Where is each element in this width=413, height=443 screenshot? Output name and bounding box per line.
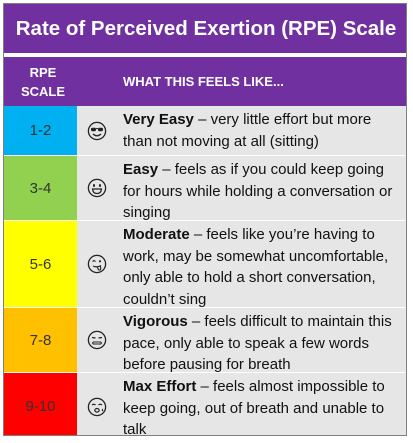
table-row: 5-6 Moderate – feels like you’re having … xyxy=(4,220,407,307)
description-cell: Max Effort – feels almost impossible to … xyxy=(123,376,404,436)
header-scale-label-line-2: SCALE xyxy=(21,82,65,101)
table-header: RPE SCALE WHAT THIS FEELS LIKE... xyxy=(4,57,407,106)
scale-cell: 7-8 xyxy=(4,308,77,372)
description-cell: Moderate – feels like you’re having to w… xyxy=(123,224,404,310)
scale-cell: 1-2 xyxy=(4,106,77,155)
table-row: 1-2 Very Easy – very little effort but m… xyxy=(4,106,407,155)
scale-cell: 9-10 xyxy=(4,373,77,436)
description-cell: Very Easy – very little effort but more … xyxy=(123,109,404,152)
table-row: 9-10 Max Effort – feels almost impossibl… xyxy=(4,372,407,436)
page-title: Rate of Perceived Exertion (RPE) Scale xyxy=(4,4,407,53)
level-name: Easy xyxy=(123,161,158,178)
header-description-label: WHAT THIS FEELS LIKE... xyxy=(123,57,284,106)
level-name: Vigorous xyxy=(123,313,188,330)
description-cell: Easy – feels as if you could keep going … xyxy=(123,159,404,224)
header-scale-label: RPE SCALE xyxy=(4,57,82,106)
scale-cell: 5-6 xyxy=(4,221,77,307)
grinning-face-icon xyxy=(80,156,114,220)
table-row: 3-4 Easy – feels as if you could keep go… xyxy=(4,155,407,220)
level-name: Very Easy xyxy=(123,111,194,128)
level-name: Max Effort xyxy=(123,378,196,395)
table-row: 7-8 Vigorous – feels difficult to mainta… xyxy=(4,307,407,372)
level-description: – feels as if you could keep going for h… xyxy=(123,161,392,221)
description-cell: Vigorous – feels difficult to maintain t… xyxy=(123,311,404,376)
header-scale-label-line-1: RPE xyxy=(21,63,65,82)
straining-face-icon xyxy=(80,308,114,372)
tongue-out-face-icon xyxy=(80,221,114,307)
rpe-scale-table: Rate of Perceived Exertion (RPE) Scale R… xyxy=(3,3,407,436)
scale-cell: 3-4 xyxy=(4,156,77,220)
cool-sunglasses-face-icon xyxy=(80,106,114,155)
exhausted-face-icon xyxy=(80,373,114,436)
level-name: Moderate xyxy=(123,226,190,243)
